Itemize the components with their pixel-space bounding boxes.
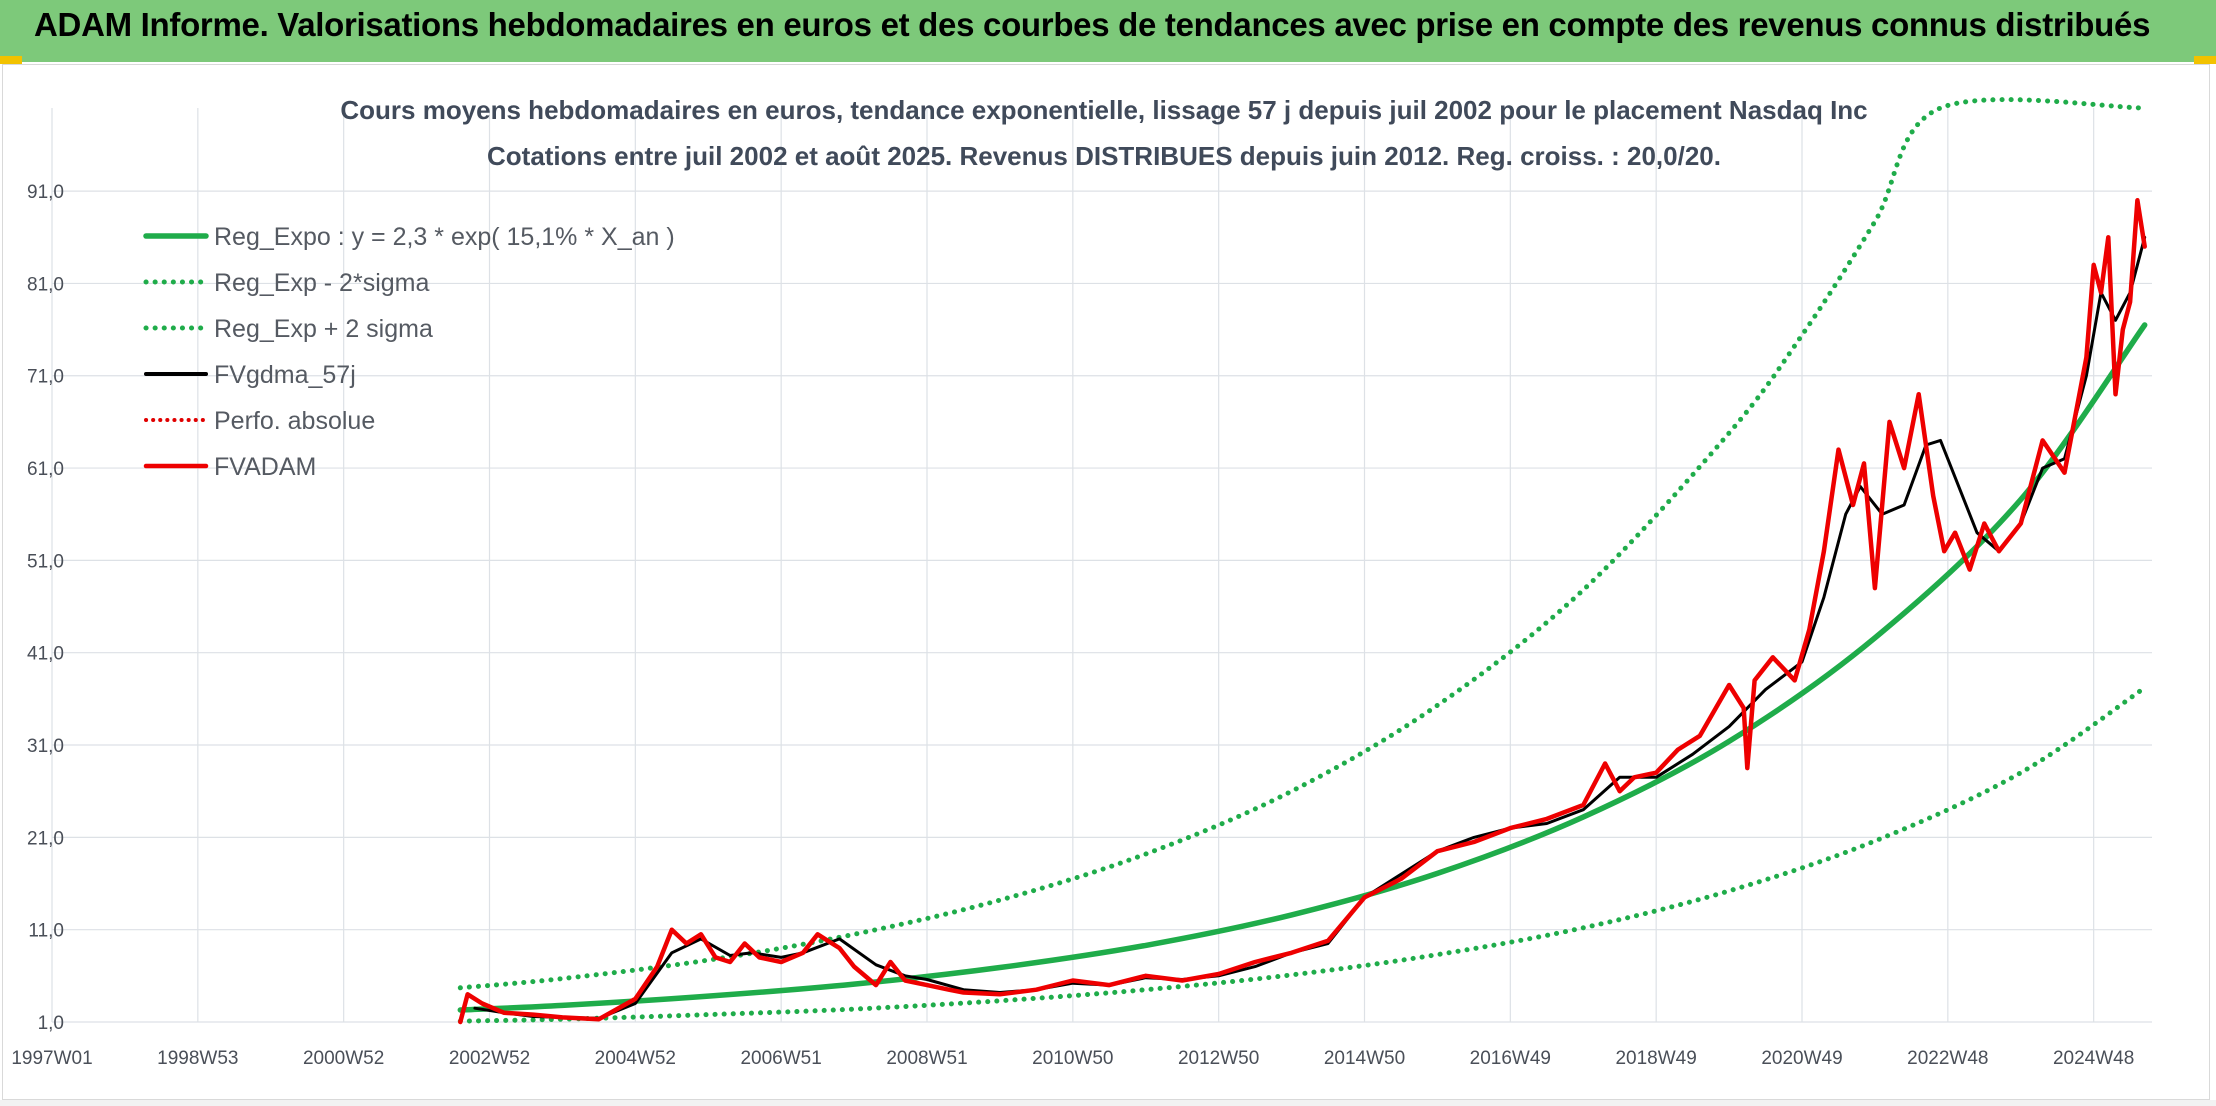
legend: Reg_Expo : y = 2,3 * exp( 15,1% * X_an )… (143, 223, 675, 481)
x-tick-label: 2008W51 (886, 1048, 967, 1069)
legend-label-high: Reg_Exp + 2 sigma (214, 315, 433, 343)
series-line-reg (457, 322, 2148, 1013)
x-tick-label: 2004W52 (595, 1048, 676, 1069)
grid-lines (51, 108, 2152, 1023)
y-axis-tick-labels: 1,0 11,0 21,0 31,0 41,0 51,0 61,0 71,0 81,0 91,0 (27, 182, 64, 1034)
series-lines (457, 97, 2148, 1025)
legend-label-fva: FVADAM (214, 453, 316, 481)
legend-label-perfo: Perfo. absolue (214, 407, 375, 435)
y-tick-label: 41,0 (27, 644, 64, 665)
header-accent-right (2194, 56, 2216, 64)
y-tick-label: 11,0 (28, 921, 64, 942)
legend-label-low: Reg_Exp - 2*sigma (214, 269, 429, 297)
legend-label-reg: Reg_Expo : y = 2,3 * exp( 15,1% * X_an ) (214, 223, 675, 251)
bottom-strip (0, 1100, 2216, 1106)
x-tick-label: 2020W49 (1761, 1048, 1842, 1069)
y-tick-label: 71,0 (27, 367, 64, 388)
x-tick-label: 2012W50 (1178, 1048, 1259, 1069)
y-tick-label: 81,0 (27, 274, 64, 295)
x-tick-label: 2016W49 (1470, 1048, 1551, 1069)
chart-title-line-1: Cours moyens hebdomadaires en euros, ten… (340, 95, 1867, 125)
chart-frame (2, 64, 2210, 1100)
report-header: ADAM Informe. Valorisations hebdomadaire… (0, 0, 2216, 62)
y-tick-label: 1,0 (38, 1013, 64, 1034)
x-tick-label: 2024W48 (2053, 1048, 2134, 1069)
chart-title-line-2: Cotations entre juil 2002 et août 2025. … (487, 141, 1721, 171)
series-line-fva (458, 198, 2147, 1025)
x-tick-label: 1997W01 (11, 1048, 92, 1069)
x-tick-label: 2002W52 (449, 1048, 530, 1069)
x-axis-tick-labels: 1997W01 1998W53 2000W52 2002W52 2004W52 2006W… (11, 1048, 2134, 1069)
x-tick-label: 2018W49 (1615, 1048, 1696, 1069)
header-accent-left (0, 56, 22, 64)
report-title: ADAM Informe. Valorisations hebdomadaire… (34, 6, 2151, 43)
y-tick-label: 31,0 (27, 736, 64, 757)
series-line-fvg (473, 235, 2147, 1020)
y-tick-label: 91,0 (27, 182, 64, 203)
x-tick-label: 2014W50 (1324, 1048, 1405, 1069)
x-tick-label: 2010W50 (1032, 1048, 1113, 1069)
x-tick-label: 2006W51 (740, 1048, 821, 1069)
y-tick-label: 21,0 (27, 828, 64, 849)
x-tick-label: 1998W53 (157, 1048, 238, 1069)
series-line-low (457, 685, 2148, 1024)
x-tick-label: 2000W52 (303, 1048, 384, 1069)
y-tick-label: 61,0 (27, 459, 64, 480)
legend-label-fvg: FVgdma_57j (214, 361, 356, 389)
y-tick-label: 51,0 (27, 551, 64, 572)
chart-title: Cours moyens hebdomadaires en euros, ten… (340, 95, 1867, 171)
series-line-high (457, 97, 2148, 991)
x-tick-label: 2022W48 (1907, 1048, 1988, 1069)
